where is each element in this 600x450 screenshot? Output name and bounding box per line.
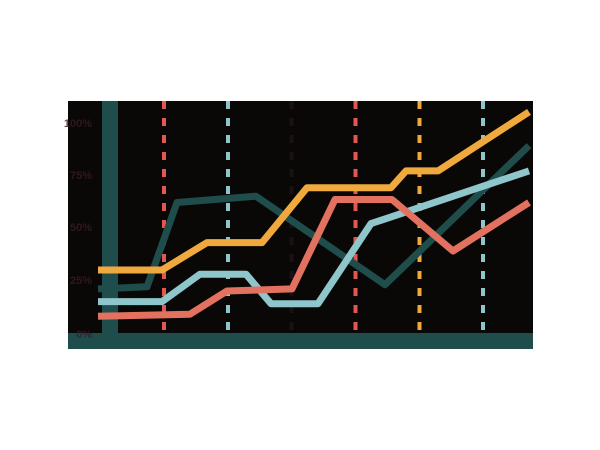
svg-text:25%: 25%	[70, 275, 92, 287]
svg-text:50%: 50%	[70, 222, 92, 234]
svg-text:0%: 0%	[76, 329, 92, 341]
svg-text:75%: 75%	[70, 170, 92, 182]
svg-text:100%: 100%	[64, 118, 92, 130]
